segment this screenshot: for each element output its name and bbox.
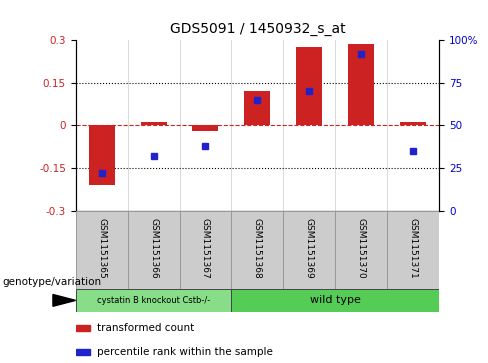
Bar	[76, 211, 127, 289]
Bar	[231, 211, 284, 289]
Bar	[348, 44, 374, 125]
Text: percentile rank within the sample: percentile rank within the sample	[98, 347, 273, 357]
Text: GSM1151371: GSM1151371	[409, 218, 418, 278]
Text: GSM1151367: GSM1151367	[201, 218, 210, 278]
Bar	[76, 349, 90, 355]
Bar	[127, 211, 180, 289]
Bar	[231, 289, 439, 312]
Text: GSM1151369: GSM1151369	[305, 218, 314, 278]
Bar	[244, 91, 270, 125]
Bar	[296, 47, 323, 125]
Text: genotype/variation: genotype/variation	[2, 277, 102, 287]
Bar	[387, 211, 439, 289]
Text: GSM1151365: GSM1151365	[97, 218, 106, 278]
Bar	[76, 289, 231, 312]
Text: GSM1151370: GSM1151370	[357, 218, 366, 278]
Text: cystatin B knockout Cstb-/-: cystatin B knockout Cstb-/-	[97, 296, 210, 305]
Bar	[141, 122, 166, 125]
Bar	[89, 125, 115, 185]
Text: wild type: wild type	[310, 295, 361, 305]
Bar	[400, 122, 426, 125]
Bar	[284, 211, 335, 289]
Bar	[192, 125, 219, 131]
Text: transformed count: transformed count	[98, 323, 195, 334]
Bar	[76, 325, 90, 331]
Bar	[335, 211, 387, 289]
Text: GSM1151366: GSM1151366	[149, 218, 158, 278]
Title: GDS5091 / 1450932_s_at: GDS5091 / 1450932_s_at	[170, 22, 345, 36]
Polygon shape	[53, 294, 76, 306]
Bar	[180, 211, 231, 289]
Text: GSM1151368: GSM1151368	[253, 218, 262, 278]
